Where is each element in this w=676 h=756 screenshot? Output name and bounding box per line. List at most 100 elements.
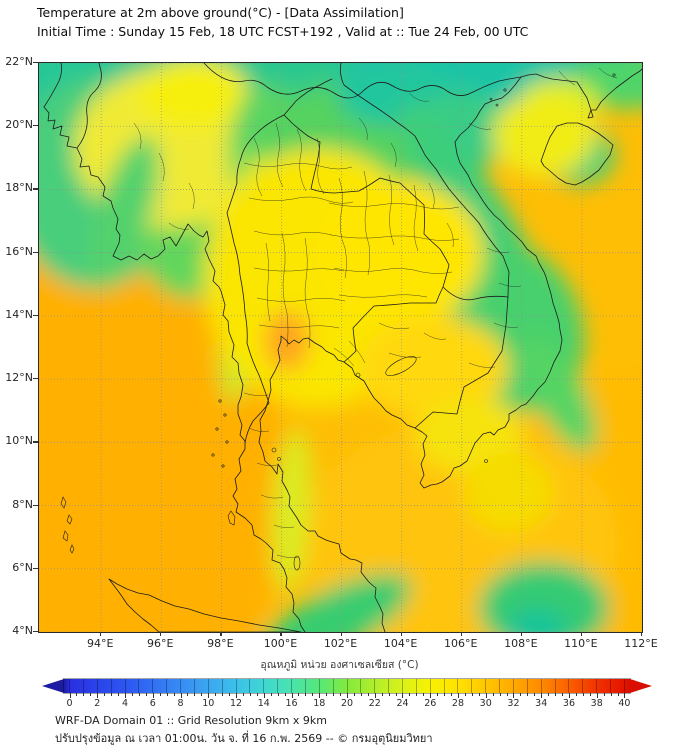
colorbar-cell-separator [388, 679, 390, 693]
colorbar-major-tick [513, 693, 515, 698]
colorbar-cell-separator [374, 679, 376, 693]
myanmar-laos-border [283, 78, 333, 116]
y-tick-mark [33, 504, 38, 506]
gulf-vietnam-china-coastline [258, 68, 642, 632]
colorbar-cell-separator [249, 679, 251, 693]
colorbar-tick-label: 18 [313, 698, 326, 709]
colorbar-minor-tick [201, 693, 203, 696]
x-tick-mark [460, 632, 462, 636]
colorbar-minor-tick [229, 693, 231, 696]
colorbar-minor-tick [506, 693, 508, 696]
colorbar-minor-tick [527, 693, 529, 696]
colorbar-minor-tick [416, 693, 418, 696]
y-tick-label: 16°N [5, 244, 33, 258]
colorbar-minor-tick [270, 693, 272, 696]
colorbar-cell-separator [124, 679, 126, 693]
colorbar-minor-tick [83, 693, 85, 696]
colorbar-major-tick [291, 693, 293, 698]
colorbar-tick-label: 32 [507, 698, 520, 709]
colorbar-minor-tick [222, 693, 224, 696]
colorbar-minor-tick [256, 693, 258, 696]
laos-cambodia-border [442, 286, 509, 301]
y-tick-mark [33, 188, 38, 190]
colorbar-cell-separator [457, 679, 459, 693]
colorbar-cell-separator [221, 679, 223, 693]
colorbar-minor-tick [381, 693, 383, 696]
colorbar-minor-tick [388, 693, 390, 696]
colorbar-minor-tick [444, 693, 446, 696]
colorbar-tick-label: 22 [368, 698, 381, 709]
colorbar-cell-separator [596, 679, 598, 693]
colorbar-minor-tick [451, 693, 453, 696]
colorbar-major-tick [430, 693, 432, 698]
y-tick-mark [33, 314, 38, 317]
colorbar-tick-label: 38 [590, 698, 603, 709]
x-tick-label: 96°E [147, 637, 174, 650]
x-tick-mark [641, 632, 643, 636]
colorbar-tick-label: 20 [340, 698, 354, 709]
colorbar-cell-separator [110, 679, 112, 693]
colorbar-minor-tick [437, 693, 439, 696]
page-subtitle: Initial Time : Sunday 15 Feb, 18 UTC FCS… [37, 24, 529, 39]
y-tick-label: 22°N [5, 55, 33, 68]
colorbar-minor-tick [159, 693, 161, 696]
colorbar-minor-tick [367, 693, 369, 696]
colorbar-major-tick [347, 693, 348, 698]
colorbar-minor-tick [138, 693, 140, 696]
colorbar-cell-separator [471, 679, 473, 693]
colorbar-cell-separator [304, 679, 306, 693]
colorbar-under-arrow [42, 679, 64, 693]
colorbar-minor-tick [305, 693, 307, 696]
colorbar-cell-separator [332, 679, 334, 693]
x-tick-mark [220, 632, 222, 636]
colorbar-minor-tick [562, 693, 564, 696]
colorbar-major-tick [402, 693, 404, 698]
colorbar-minor-tick [242, 693, 244, 696]
colorbar-cell-separator [166, 679, 168, 693]
colorbar-minor-tick [166, 693, 168, 696]
update-copyright-text: ปรับปรุงข้อมูล ณ เวลา 01:00น. วัน จ. ที่… [55, 732, 433, 745]
colorbar-major-tick [596, 693, 598, 698]
colorbar-major-tick [180, 693, 182, 698]
coastlines-and-borders [43, 63, 642, 632]
x-tick-label: 108°E [504, 637, 538, 650]
colorbar-cell-separator [138, 679, 140, 693]
myanmar-thailand-border [226, 114, 285, 444]
colorbar-cell-separator [360, 679, 362, 693]
colorbar-tick-label: 16 [285, 698, 298, 709]
colorbar-minor-tick [277, 693, 279, 696]
x-tick-label: 94°E [86, 637, 114, 650]
colorbar-minor-tick [131, 693, 133, 696]
page-title: Temperature at 2m above ground(°C) - [Da… [37, 5, 404, 20]
colorbar-minor-tick [173, 693, 175, 696]
x-tick-mark [580, 632, 583, 636]
sumatra-coastline [108, 578, 302, 632]
colorbar-cell-separator [263, 679, 265, 693]
india-bangladesh-borders [43, 63, 102, 149]
colorbar-tick-label: 0 [66, 698, 73, 709]
colorbar-tick-label: 8 [177, 698, 184, 709]
colorbar-cell-separator [318, 679, 320, 693]
colorbar-minor-tick [548, 693, 550, 696]
colorbar-cell-separator [96, 679, 98, 693]
colorbar-cell-separator [582, 679, 584, 693]
colorbar-cell-separator [623, 679, 625, 693]
colorbar-cell-separator [401, 679, 403, 693]
colorbar-major-tick [624, 693, 626, 698]
colorbar-minor-tick [360, 693, 362, 696]
colorbar-cell-separator [485, 679, 487, 693]
x-tick-mark [100, 632, 102, 636]
colorbar-tick-label: 30 [479, 698, 492, 709]
colorbar-minor-tick [603, 693, 605, 696]
colorbar-gradient [63, 678, 631, 694]
x-tick-mark [340, 632, 342, 636]
colorbar-cell-separator [512, 679, 514, 693]
colorbar-minor-tick [104, 693, 106, 696]
colorbar-major-tick [541, 693, 543, 698]
x-tick-label: 112°E [624, 637, 658, 650]
china-border [203, 63, 522, 99]
hainan-island-coastline [540, 122, 614, 186]
colorbar-major-tick [263, 693, 265, 698]
y-tick-mark [33, 125, 38, 127]
